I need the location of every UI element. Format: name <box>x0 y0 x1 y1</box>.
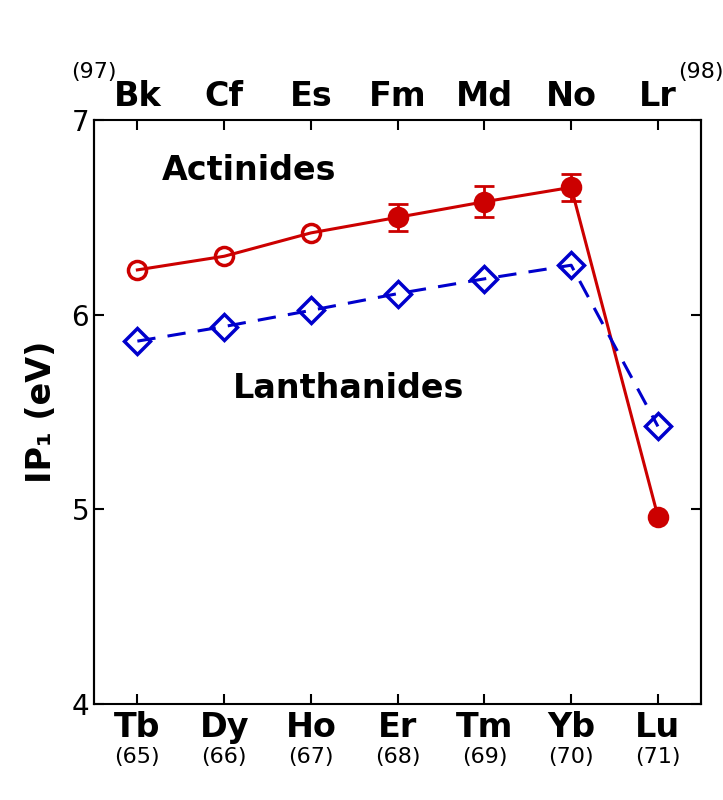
Text: (69): (69) <box>462 747 507 767</box>
Text: (71): (71) <box>636 747 680 767</box>
Text: Actinides: Actinides <box>162 154 336 187</box>
Text: (66): (66) <box>202 747 247 767</box>
Text: Lanthanides: Lanthanides <box>233 372 464 405</box>
Text: (65): (65) <box>114 747 161 767</box>
Text: (67): (67) <box>288 747 333 767</box>
Text: (97): (97) <box>72 62 116 82</box>
Y-axis label: IP₁ (eV): IP₁ (eV) <box>25 341 58 483</box>
Text: (98): (98) <box>679 62 723 82</box>
Text: (68): (68) <box>375 747 420 767</box>
Text: (70): (70) <box>548 747 594 767</box>
